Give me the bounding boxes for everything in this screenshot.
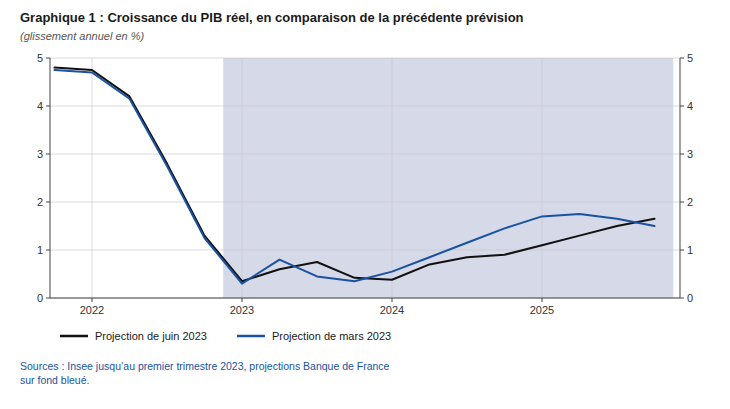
- y2-tick-label: 1: [687, 244, 693, 256]
- grid-line: [50, 106, 680, 107]
- title: Graphique 1 : Croissance du PIB réel, en…: [20, 10, 524, 25]
- x-tick-label: 2023: [230, 304, 254, 316]
- legend-swatch: [237, 335, 265, 338]
- y2-axis: [680, 58, 681, 298]
- x-axis: [50, 298, 680, 299]
- y-tick: [46, 202, 50, 203]
- y-tick-label: 1: [37, 244, 43, 256]
- x-tick-label: 2022: [80, 304, 104, 316]
- grid-line: [50, 58, 680, 59]
- legend-label: Projection de mars 2023: [272, 330, 391, 342]
- y-axis: [50, 58, 51, 298]
- y-tick-label: 4: [37, 100, 43, 112]
- x-tick: [392, 298, 393, 302]
- shaded-region: [223, 58, 673, 298]
- grid-line: [392, 58, 393, 298]
- x-tick: [92, 298, 93, 302]
- grid-line: [242, 58, 243, 298]
- grid-line: [50, 298, 680, 299]
- y-tick: [46, 106, 50, 107]
- x-tick: [542, 298, 543, 302]
- legend: Projection de juin 2023 Projection de mar…: [60, 330, 391, 342]
- y-tick-label: 2: [37, 196, 43, 208]
- series-layer: [55, 68, 655, 284]
- y2-tick: [680, 106, 684, 107]
- y2-tick: [680, 58, 684, 59]
- y-tick: [46, 154, 50, 155]
- y-tick: [46, 58, 50, 59]
- y2-tick-label: 5: [687, 52, 693, 64]
- y2-tick: [680, 250, 684, 251]
- source-line: sur fond bleué.: [20, 374, 89, 386]
- y2-tick: [680, 202, 684, 203]
- background-layer: [223, 58, 673, 298]
- y2-tick: [680, 154, 684, 155]
- grid-line: [542, 58, 543, 298]
- chart: Graphique 1 : Croissance du PIB réel, en…: [0, 0, 730, 409]
- source: Sources : Insee jusqu’au premier trimest…: [20, 360, 390, 386]
- x-tick: [242, 298, 243, 302]
- series-line: [55, 68, 655, 282]
- y-tick-label: 0: [37, 292, 43, 304]
- legend-swatch: [60, 335, 88, 338]
- y-tick: [46, 250, 50, 251]
- legend-label: Projection de juin 2023: [95, 330, 207, 342]
- y-tick: [46, 298, 50, 299]
- y2-tick-label: 0: [687, 292, 693, 304]
- y2-tick-label: 3: [687, 148, 693, 160]
- x-tick-label: 2024: [380, 304, 404, 316]
- y2-tick: [680, 298, 684, 299]
- subtitle: (glissement annuel en %): [20, 30, 144, 42]
- series-line: [55, 70, 655, 284]
- x-tick-label: 2025: [530, 304, 554, 316]
- grid-line: [50, 250, 680, 251]
- y-tick-label: 3: [37, 148, 43, 160]
- source-line: Sources : Insee jusqu’au premier trimest…: [20, 360, 390, 372]
- grid-line: [92, 58, 93, 298]
- grid-line: [50, 154, 680, 155]
- y-tick-label: 5: [37, 52, 43, 64]
- y2-tick-label: 2: [687, 196, 693, 208]
- y2-tick-label: 4: [687, 100, 693, 112]
- grid-line: [50, 202, 680, 203]
